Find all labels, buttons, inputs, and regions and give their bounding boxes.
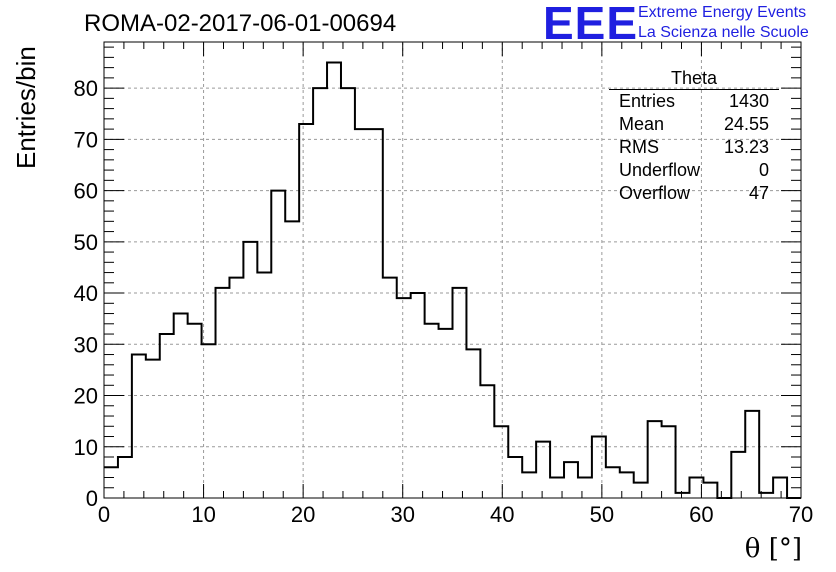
- x-tick-label: 30: [390, 502, 414, 527]
- logo-subtitle-line1: Extreme Energy Events: [638, 4, 807, 21]
- histogram-bin: [634, 483, 648, 498]
- stats-row-entries: Entries 1430: [609, 90, 779, 113]
- stats-value: 1430: [728, 91, 769, 111]
- y-tick-label: 70: [74, 127, 98, 152]
- x-tick-label: 60: [689, 502, 713, 527]
- histogram-bin: [522, 472, 536, 498]
- histogram-step-line: [104, 61, 801, 499]
- histogram-bin: [146, 360, 160, 498]
- histogram-bin: [536, 442, 550, 498]
- histogram-bin: [327, 62, 341, 498]
- histogram-bin: [466, 349, 480, 498]
- histogram-bin: [299, 124, 313, 498]
- stats-value: 47: [748, 183, 769, 203]
- stats-box: Theta Entries 1430 Mean 24.55 RMS 13.23 …: [609, 68, 779, 205]
- histogram-bin: [341, 88, 355, 498]
- y-tick-label: 60: [74, 179, 98, 204]
- plot-frame: [103, 41, 802, 499]
- y-tick-label: 10: [74, 435, 98, 460]
- logo-subtitle-line2: La Scienza nelle Scuole: [638, 24, 809, 41]
- histogram-bin: [369, 129, 383, 498]
- histogram-bin: [411, 293, 425, 498]
- histogram-bin: [648, 421, 662, 498]
- histogram-bin: [397, 298, 411, 498]
- x-tick-label: 50: [590, 502, 614, 527]
- stats-label: Underflow: [619, 160, 701, 180]
- histogram-bin: [773, 478, 787, 498]
- histogram-bin: [383, 278, 397, 498]
- histogram-bin: [202, 344, 216, 498]
- stats-row-overflow: Overflow 47: [609, 182, 779, 205]
- histogram-bin: [104, 467, 118, 498]
- stats-label: RMS: [619, 137, 659, 157]
- histogram-bin: [689, 478, 703, 498]
- histogram-bin: [118, 457, 132, 498]
- histogram-bin: [662, 426, 676, 498]
- histogram-bin: [606, 467, 620, 498]
- stats-row-mean: Mean 24.55: [609, 113, 779, 136]
- histogram-bin: [592, 437, 606, 498]
- stats-row-underflow: Underflow 0: [609, 159, 779, 182]
- histogram-bin: [257, 273, 271, 498]
- stats-label: Entries: [619, 91, 676, 111]
- y-axis-label: Entries/bin: [11, 46, 41, 169]
- grid-lines: [104, 42, 801, 498]
- y-tick-label: 20: [74, 384, 98, 409]
- y-tick-label: 30: [74, 332, 98, 357]
- histogram-bin: [243, 242, 257, 498]
- histogram-bin: [676, 493, 690, 498]
- histogram-bin: [188, 324, 202, 498]
- histogram-bin: [759, 493, 773, 498]
- axis-ticks: [103, 42, 802, 499]
- y-tick-label: 0: [86, 486, 98, 511]
- x-axis-label: θ [°]: [744, 534, 802, 564]
- histogram-bin: [703, 483, 717, 498]
- histogram-bin: [550, 478, 564, 498]
- histogram-bin: [425, 324, 439, 498]
- x-tick-label: 0: [98, 502, 110, 527]
- histogram-bin: [745, 411, 759, 498]
- stats-title: Theta: [609, 68, 779, 90]
- stats-value: 24.55: [723, 114, 769, 134]
- eee-logo: EEE: [543, 0, 639, 49]
- histogram-bin: [620, 472, 634, 498]
- y-tick-label: 80: [74, 76, 98, 101]
- histogram-bin: [508, 457, 522, 498]
- histogram-bin: [132, 355, 146, 498]
- tick-labels: 0 10 20 30 40 50 60 70 0 10 20 30 40 50 60 70 80: [74, 76, 814, 527]
- stats-label: Mean: [619, 114, 665, 134]
- histogram-bin: [453, 288, 467, 498]
- histogram-bin: [174, 314, 188, 498]
- histogram-bin: [355, 129, 369, 498]
- histogram-bin: [216, 288, 230, 498]
- stats-row-rms: RMS 13.23: [609, 136, 779, 159]
- histogram-bin: [439, 329, 453, 498]
- stats-value: 0: [758, 160, 769, 180]
- chart-title: ROMA-02-2017-06-01-00694: [84, 10, 397, 37]
- x-tick-label: 40: [490, 502, 514, 527]
- histogram-bin: [271, 191, 285, 498]
- x-tick-label: 10: [191, 502, 215, 527]
- stats-value: 13.23: [723, 137, 769, 157]
- histogram-bin: [564, 462, 578, 498]
- histogram-bin: [229, 278, 243, 498]
- stats-label: Overflow: [619, 183, 691, 203]
- histogram-bin: [160, 334, 174, 498]
- histogram-bin: [480, 385, 494, 498]
- histogram-bin: [494, 426, 508, 498]
- histogram-bin: [313, 88, 327, 498]
- y-tick-label: 40: [74, 281, 98, 306]
- x-tick-label: 70: [789, 502, 813, 527]
- histogram-bin: [285, 221, 299, 498]
- x-tick-label: 20: [291, 502, 315, 527]
- histogram-bin: [731, 452, 745, 498]
- y-tick-label: 50: [74, 230, 98, 255]
- histogram-bin: [578, 478, 592, 498]
